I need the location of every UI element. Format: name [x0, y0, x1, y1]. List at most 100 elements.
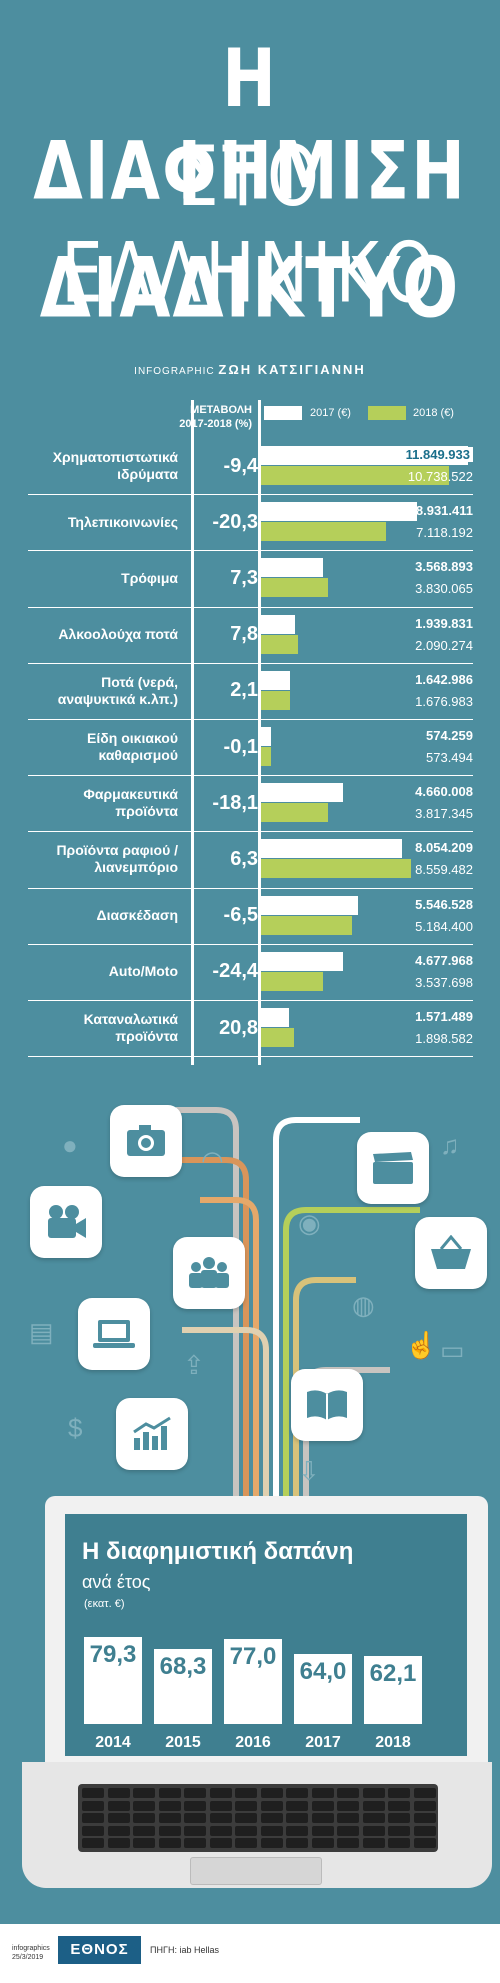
keyboard-key: [337, 1800, 359, 1811]
keyboard-key: [184, 1788, 206, 1798]
keyboard-key: [209, 1813, 232, 1824]
bar-2018: [261, 747, 272, 766]
category-label: Τηλεπικοινωνίες: [67, 513, 178, 530]
wifi-icon: ◠: [201, 1145, 224, 1175]
row-separator: [28, 662, 473, 664]
value-label-2017: 3.568.893: [415, 559, 473, 575]
legend-swatch-2017: [264, 406, 302, 420]
year-label: 2018: [375, 1734, 411, 1751]
group-icon-tile: [173, 1237, 245, 1309]
bar-2018: [261, 522, 386, 542]
keyboard-key: [158, 1825, 181, 1836]
year-value: 68,3: [159, 1652, 207, 1680]
keyboard-key: [133, 1838, 155, 1849]
keyboard-key: [413, 1788, 436, 1798]
category-label: Auto/Moto: [108, 963, 178, 980]
globe-icon: ◍: [352, 1290, 375, 1320]
video-camera-icon: [48, 1205, 86, 1238]
bar-2017: [261, 839, 402, 859]
value-label-2018: 3.830.065: [415, 581, 473, 597]
keyboard-key: [286, 1825, 308, 1836]
legend-label-2017: 2017 (€): [310, 407, 351, 419]
keyboard-key: [133, 1788, 155, 1798]
category-label: Φαρμακευτικά προϊόντα: [83, 786, 178, 820]
keyboard-key: [260, 1825, 283, 1836]
keyboard-key: [337, 1825, 359, 1836]
bar-2018: [261, 859, 411, 879]
keyboard-key: [337, 1813, 359, 1824]
keyboard-key: [362, 1838, 385, 1849]
keyboard-key: [82, 1813, 104, 1824]
document-icon: ▤: [29, 1317, 54, 1347]
category-label: Είδη οικιακού καθαρισμού: [87, 730, 178, 764]
keyboard-key: [235, 1813, 257, 1824]
value-label-2017: 1.939.831: [415, 615, 473, 631]
bar-2017: [261, 951, 343, 971]
bar-2018: [261, 634, 298, 654]
keyboard-key: [311, 1838, 334, 1849]
row-separator: [28, 831, 473, 833]
keyboard-key: [107, 1800, 130, 1811]
growth-chart-icon-tile: [116, 1398, 188, 1470]
value-label-2017: 1.642.986: [415, 671, 473, 687]
bar-2017: [261, 502, 418, 522]
basket-icon: [431, 1235, 471, 1269]
keyboard-key: [158, 1800, 181, 1811]
column-divider-right: [258, 400, 261, 1065]
year-bar: [294, 1653, 352, 1724]
keyboard-key: [337, 1788, 359, 1798]
keyboard-key: [362, 1800, 385, 1811]
change-value: -18,1: [212, 791, 258, 814]
keyboard-key: [235, 1800, 257, 1811]
keyboard-key: [184, 1838, 206, 1849]
keyboard-key: [388, 1800, 410, 1811]
keyboard-key: [107, 1825, 130, 1836]
row-separator: [28, 719, 473, 720]
laptop-icon: [93, 1320, 135, 1348]
bar-2018: [261, 915, 352, 935]
value-label-2018: 1.898.582: [415, 1031, 473, 1046]
year-value: 64,0: [299, 1657, 347, 1685]
keyboard-key: [184, 1813, 206, 1824]
growth-chart-icon: [133, 1416, 171, 1450]
value-label-2017: 4.677.968: [415, 952, 473, 968]
keyboard-key: [209, 1838, 232, 1849]
keyboard-key: [209, 1800, 232, 1811]
monitor-icon: ▭: [440, 1335, 465, 1365]
footer-source: ΠΗΓΗ: iab Hellas: [150, 1945, 219, 1955]
keyboard-key: [184, 1800, 206, 1811]
change-column-header: ΜΕΤΑΒΟΛΗ 2017-2018 (%): [179, 404, 252, 430]
year-bar: [224, 1639, 282, 1724]
webcam-icon: ◉: [298, 1208, 321, 1238]
legend-label-2018: 2018 (€): [413, 407, 454, 419]
value-label-2018: 10.738.522: [407, 469, 473, 484]
keyboard-key: [133, 1813, 155, 1824]
bar-2017: [261, 783, 343, 803]
year-value: 77,0: [229, 1643, 277, 1671]
keyboard-key: [286, 1800, 308, 1811]
change-value: 6,3: [230, 847, 258, 870]
bar-2018: [261, 1028, 295, 1047]
value-label-2017: 5.546.528: [415, 896, 473, 912]
keyboard-key: [107, 1788, 130, 1798]
trackpad: [190, 1857, 322, 1885]
keyboard-key: [362, 1788, 385, 1798]
category-label: Χρηματοπιστωτικά ιδρύματα: [52, 449, 178, 483]
download-icon: ⇩: [298, 1456, 320, 1486]
keyboard-key: [388, 1813, 410, 1824]
keyboard-key: [413, 1838, 436, 1849]
clapperboard-icon: [373, 1152, 413, 1184]
change-value: -0,1: [223, 735, 258, 758]
row-separator: [28, 943, 473, 945]
change-value: -9,4: [223, 454, 258, 477]
money-bag-icon: $: [68, 1413, 83, 1443]
keyboard-key: [209, 1825, 232, 1836]
row-separator: [28, 1056, 473, 1058]
clapperboard-icon-tile: [357, 1132, 429, 1204]
value-label-2017: 11.849.933: [402, 447, 473, 462]
bar-2018: [261, 971, 323, 991]
keyboard-key: [82, 1838, 104, 1849]
column-divider-left: [191, 400, 194, 1065]
category-label: Αλκοολούχα ποτά: [58, 626, 178, 643]
camera-icon: [127, 1125, 165, 1156]
